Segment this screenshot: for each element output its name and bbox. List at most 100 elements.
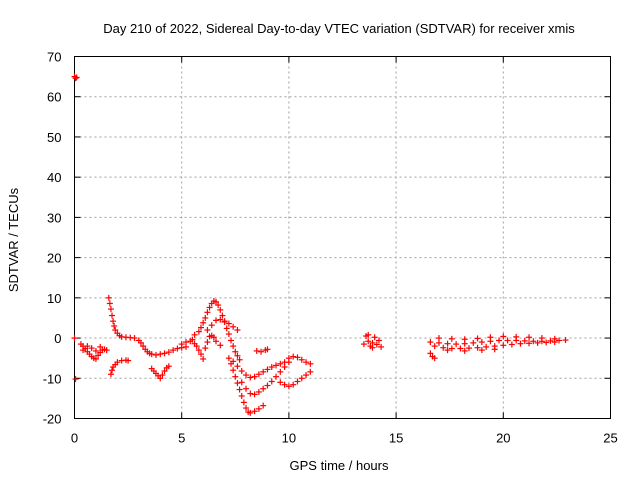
data-point [234,352,241,359]
data-point [375,337,382,344]
data-point [281,364,288,371]
data-point [213,338,220,345]
data-point [264,382,271,389]
data-point [208,322,215,329]
chart-title: Day 210 of 2022, Sidereal Day-to-day VTE… [103,21,575,36]
data-point [551,335,558,342]
data-point [206,304,213,311]
data-point [230,358,237,365]
data-point [165,349,172,356]
data-point [285,355,292,362]
data-point [170,347,177,354]
x-tick-label: 0 [71,431,78,446]
data-point [427,339,434,346]
data-point [508,341,515,348]
x-tick-label: 15 [389,431,403,446]
data-point [202,314,209,321]
data-point [195,347,202,354]
data-point [521,337,528,344]
data-point [255,405,262,412]
data-point [109,367,116,374]
data-point [277,379,284,386]
data-point [255,388,262,395]
data-point [148,351,155,358]
data-point [109,312,116,319]
x-axis-label: GPS time / hours [290,458,389,473]
data-point [157,375,164,382]
data-point [234,363,241,370]
data-point [517,340,524,347]
data-point [165,363,172,370]
data-point [243,405,250,412]
data-point [258,348,265,355]
data-point [217,316,224,323]
y-tick-label: 30 [47,210,61,225]
data-point [204,339,211,346]
data-point [72,75,79,82]
data-point [217,342,224,349]
data-point [448,335,455,342]
data-point [238,379,245,386]
data-point [161,368,168,375]
data-point [238,392,245,399]
data-point [260,385,267,392]
data-point [84,343,91,350]
data-point [277,368,284,375]
data-point [107,306,114,313]
y-tick-label: -10 [43,371,62,386]
data-point [114,359,121,366]
data-point [431,343,438,350]
data-point [444,340,451,347]
data-point [105,294,112,301]
data-point [556,337,563,344]
data-point [474,335,481,342]
data-point [281,381,288,388]
data-point [440,344,447,351]
data-point [92,347,99,354]
y-tick-labels: -20 -10 0 10 20 30 40 50 60 70 [43,50,62,427]
data-point [238,368,245,375]
data-point [474,344,481,351]
data-point [243,385,250,392]
data-point [360,341,367,348]
data-point [140,343,147,350]
data-point [504,337,511,344]
x-tick-label: 10 [282,431,296,446]
y-tick-label: -20 [43,412,62,427]
data-point [213,298,220,305]
data-point [470,339,477,346]
data-point [131,335,138,342]
grid-lines [74,56,611,419]
x-tick-labels: 0 5 10 15 20 25 [71,431,618,446]
data-point [260,368,267,375]
data-point [448,345,455,352]
data-point [204,309,211,316]
data-point [200,319,207,326]
data-point [255,371,262,378]
data-point [290,381,297,388]
data-point [365,331,372,338]
data-point [178,341,185,348]
data-point [110,318,117,325]
x-tick-label: 25 [603,431,617,446]
data-point [543,339,550,346]
data-point [221,318,228,325]
data-point [378,343,385,350]
data-point [500,333,507,340]
data-point [496,337,503,344]
data-point [478,339,485,346]
data-point [273,362,280,369]
data-point [182,339,189,346]
data-point [112,327,119,334]
data-point [225,355,232,362]
data-point [232,348,239,355]
data-point [71,335,78,342]
data-point [174,345,181,352]
data-point [215,302,222,309]
data-point [285,383,292,390]
data-point [253,347,260,354]
data-point [193,343,200,350]
data-point [219,312,226,319]
data-point [290,353,297,360]
